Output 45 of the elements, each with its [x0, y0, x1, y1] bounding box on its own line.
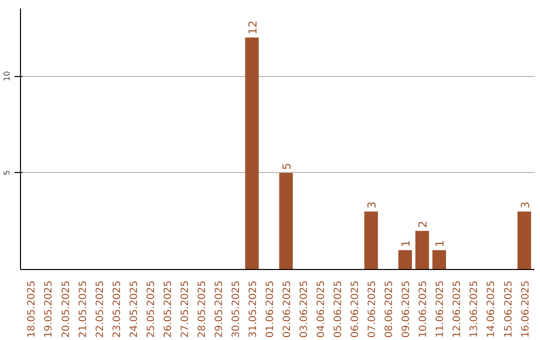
- x-tick-label: 09.06.2025: [401, 280, 412, 338]
- data-label: 1: [434, 240, 447, 248]
- x-tick-label: 10.06.2025: [418, 280, 430, 338]
- x-tick-label: 15.06.2025: [503, 280, 514, 338]
- bar: [245, 38, 259, 270]
- x-tick-label: 01.06.2025: [264, 280, 276, 338]
- x-tick-label: 03.06.2025: [299, 280, 310, 338]
- x-tick-label: 05.06.2025: [333, 280, 344, 338]
- data-label: 3: [518, 202, 532, 208]
- data-label: 3: [366, 202, 379, 208]
- x-tick-label: 26.05.2025: [162, 280, 174, 338]
- bar: [415, 230, 429, 270]
- x-tick-label: 19.05.2025: [44, 280, 55, 338]
- x-tick-label: 12.06.2025: [452, 280, 464, 338]
- x-tick-label: 24.05.2025: [128, 280, 140, 338]
- x-tick-label: 21.05.2025: [78, 280, 89, 338]
- bar: [517, 212, 532, 270]
- x-tick-label: 18.05.2025: [26, 280, 38, 338]
- x-tick-label: 29.05.2025: [214, 280, 225, 338]
- x-tick-label: 20.05.2025: [60, 280, 72, 338]
- x-tick-label: 11.06.2025: [435, 280, 446, 338]
- x-tick-label: 16.06.2025: [520, 280, 532, 338]
- bar: [432, 250, 446, 270]
- x-tick-label: 02.06.2025: [282, 280, 294, 338]
- x-tick-label: 06.06.2025: [350, 280, 362, 338]
- data-label: 5: [280, 162, 294, 170]
- bar: [398, 250, 412, 270]
- x-tick-label: 27.05.2025: [180, 280, 191, 338]
- bar: [364, 212, 378, 270]
- x-tick-label: 25.05.2025: [146, 280, 157, 338]
- x-tick-label: 28.05.2025: [196, 280, 208, 338]
- x-tick-label: 22.05.2025: [94, 280, 106, 338]
- x-tick-label: 14.06.2025: [486, 280, 498, 338]
- x-tick-label: 13.06.2025: [469, 280, 480, 338]
- x-tick-label: 07.06.2025: [367, 280, 378, 338]
- data-label: 1: [400, 240, 413, 248]
- x-tick-label: 04.06.2025: [316, 280, 328, 338]
- bar: [279, 172, 293, 270]
- x-tick-label: 30.05.2025: [230, 280, 242, 338]
- y-tick-label: 10: [2, 71, 12, 82]
- x-tick-label: 23.05.2025: [112, 280, 123, 338]
- data-label: 12: [246, 20, 260, 34]
- data-label: 2: [416, 220, 430, 228]
- x-tick-label: 08.06.2025: [384, 280, 396, 338]
- x-tick-label: 31.05.2025: [248, 280, 259, 338]
